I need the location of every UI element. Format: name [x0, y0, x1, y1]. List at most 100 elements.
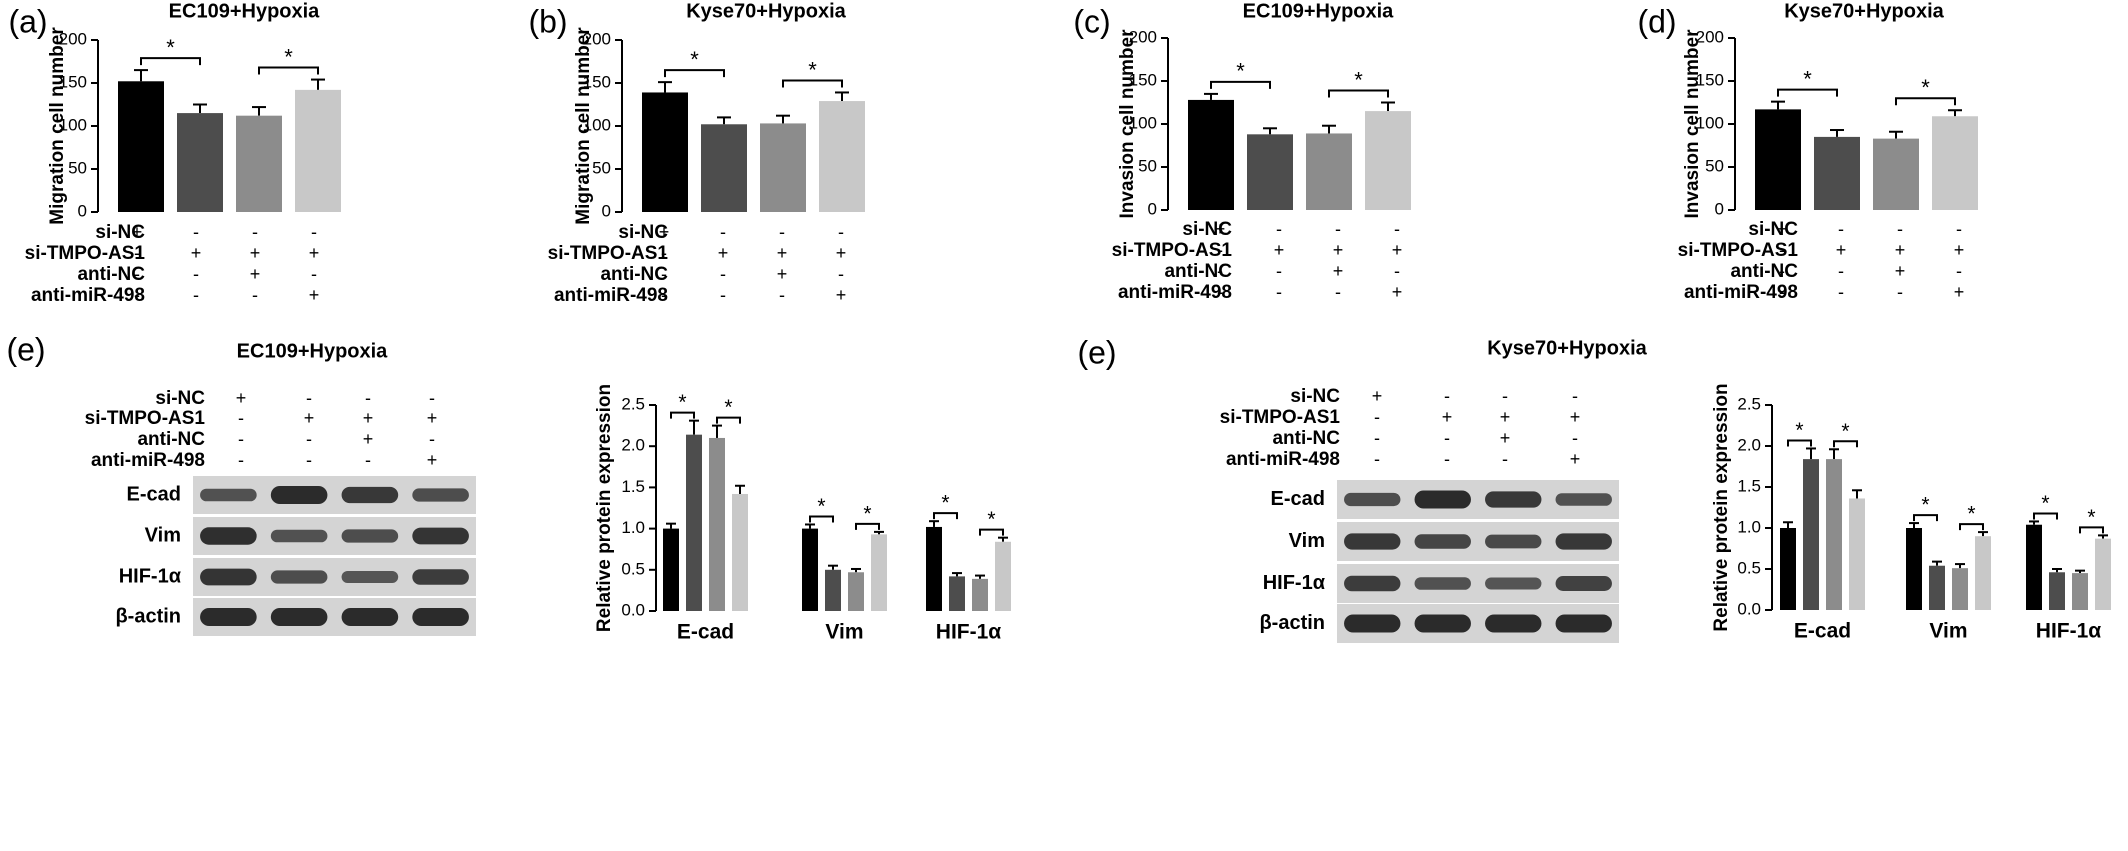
condition-mark: +	[363, 429, 374, 449]
significance-star: *	[808, 57, 817, 82]
bar	[1873, 138, 1919, 210]
condition-mark: +	[836, 285, 847, 305]
significance-bracket	[2033, 512, 2058, 520]
blot-band	[412, 527, 469, 545]
panel-label: (d)	[1637, 3, 1676, 39]
condition-label: anti-miR-498	[31, 285, 145, 306]
condition-mark: -	[134, 285, 140, 305]
condition-mark: +	[1500, 407, 1511, 427]
condition-mark: +	[309, 243, 320, 263]
y-tick-label: 0	[1715, 199, 1724, 218]
condition-label: anti-NC	[1730, 261, 1798, 282]
y-axis-title: Relative protein expression	[594, 384, 615, 632]
condition-mark: +	[1954, 282, 1965, 302]
blot-band	[1414, 577, 1471, 590]
y-tick-label: 50	[1705, 156, 1724, 175]
condition-mark: +	[1372, 386, 1383, 406]
y-axis-title: Invasion cell number	[1682, 29, 1703, 219]
condition-label: si-NC	[155, 388, 205, 409]
condition-label: si-TMPO-AS1	[1220, 407, 1341, 428]
condition-mark: -	[1956, 219, 1962, 239]
condition-mark: -	[238, 429, 244, 449]
condition-label: si-TMPO-AS1	[25, 243, 146, 264]
panel-title: Kyse70+Hypoxia	[686, 0, 846, 22]
blot-band	[341, 486, 399, 504]
blot-band	[341, 571, 399, 583]
bar	[2095, 538, 2111, 610]
y-tick-label: 2.5	[621, 394, 645, 413]
condition-mark: -	[238, 450, 244, 470]
y-tick-label: 1.0	[621, 518, 645, 537]
condition-mark: +	[427, 450, 438, 470]
condition-mark: -	[838, 222, 844, 242]
bar	[1932, 116, 1978, 210]
y-tick-label: 50	[68, 158, 87, 177]
significance-bracket	[670, 411, 695, 419]
condition-mark: +	[1500, 428, 1511, 448]
x-tick-label: Vim	[825, 621, 863, 644]
condition-mark: -	[1502, 449, 1508, 469]
significance-star: *	[2087, 506, 2095, 529]
significance-bracket	[1328, 89, 1389, 98]
bar	[295, 89, 341, 212]
blot-row-label: Vim	[145, 524, 181, 546]
condition-mark: -	[720, 285, 726, 305]
condition-mark: +	[1954, 240, 1965, 260]
bar	[802, 528, 818, 611]
bar	[1803, 459, 1819, 610]
blot-band	[270, 486, 328, 504]
blot-band	[200, 527, 257, 545]
significance-star: *	[817, 495, 825, 518]
y-tick-label: 150	[59, 72, 87, 91]
blot-band	[1485, 534, 1542, 549]
bar	[1849, 498, 1865, 610]
condition-mark: +	[1570, 407, 1581, 427]
condition-mark: +	[777, 243, 788, 263]
significance-star: *	[166, 35, 175, 60]
significance-bracket	[1895, 97, 1956, 106]
condition-mark: -	[306, 429, 312, 449]
panel-title: EC109+Hypoxia	[169, 0, 321, 22]
blot-band	[270, 529, 328, 543]
condition-mark: -	[1572, 428, 1578, 448]
bar	[1306, 133, 1352, 210]
y-tick-label: 150	[1129, 70, 1157, 89]
bar	[1780, 528, 1796, 610]
significance-bracket	[855, 522, 880, 530]
y-tick-label: 200	[583, 29, 611, 48]
condition-mark: -	[365, 450, 371, 470]
condition-mark: -	[1779, 261, 1785, 281]
condition-mark: -	[838, 264, 844, 284]
bar	[848, 572, 864, 611]
condition-mark: -	[661, 264, 667, 284]
y-tick-label: 0.0	[1737, 599, 1761, 618]
blot-band	[1344, 492, 1401, 507]
condition-label: anti-NC	[1164, 261, 1232, 282]
blot-row-label: HIF-1α	[1263, 572, 1326, 594]
panel-1: (b) Kyse70+Hypoxia Migration cell number 0 5…	[528, 0, 865, 306]
condition-mark: -	[1956, 261, 1962, 281]
blot-row-label: Vim	[1289, 530, 1325, 552]
significance-star: *	[1795, 419, 1803, 442]
condition-mark: -	[1779, 282, 1785, 302]
condition-label: anti-miR-498	[91, 450, 205, 471]
condition-mark: -	[1276, 282, 1282, 302]
y-tick-label: 150	[1696, 70, 1724, 89]
blot-band	[1555, 614, 1612, 633]
condition-mark: -	[1838, 282, 1844, 302]
blot-row-label: β-actin	[1259, 612, 1325, 634]
significance-star: *	[284, 44, 293, 69]
condition-label: si-NC	[618, 222, 668, 243]
bar	[1365, 111, 1411, 210]
y-tick-label: 2.0	[621, 436, 645, 455]
condition-mark: -	[311, 264, 317, 284]
blot-band	[1344, 614, 1401, 633]
y-tick-label: 1.0	[1737, 517, 1761, 536]
significance-bracket	[1210, 80, 1271, 89]
condition-mark: -	[1374, 449, 1380, 469]
significance-bracket	[716, 416, 741, 424]
condition-mark: +	[250, 264, 261, 284]
bar	[686, 434, 702, 611]
bar	[118, 81, 164, 212]
